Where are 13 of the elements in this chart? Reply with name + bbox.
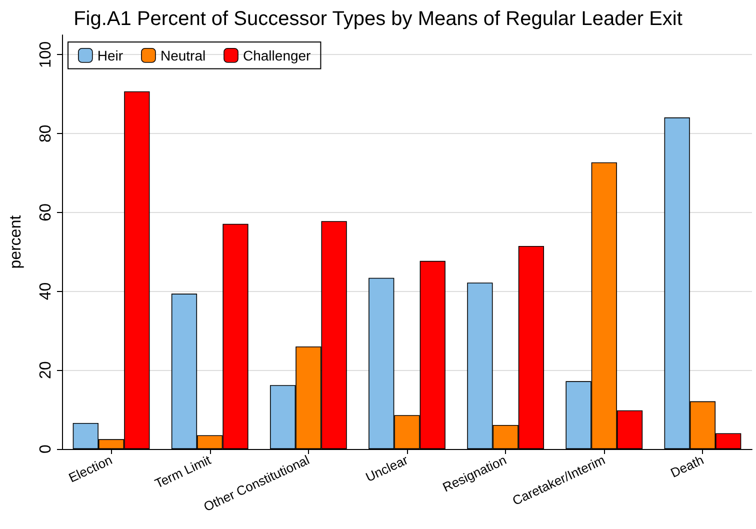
legend-label: Neutral xyxy=(160,47,206,64)
y-axis-title: percent xyxy=(8,214,24,269)
y-tick-label: 0 xyxy=(38,444,54,454)
legend-label: Challenger xyxy=(243,47,312,64)
legend-label: Heir xyxy=(97,47,124,64)
y-tick-label: 80 xyxy=(38,124,54,142)
y-tick-label: 100 xyxy=(38,41,54,68)
y-tick-label: 20 xyxy=(38,361,54,380)
y-tick-label: 60 xyxy=(38,203,54,222)
x-tick-label: Death xyxy=(668,452,706,480)
y-tick-label: 40 xyxy=(38,282,54,300)
chart-title: Fig.A1 Percent of Successor Types by Means of Regular Leader Exit xyxy=(74,8,683,30)
x-tick-label: Term Limit xyxy=(152,452,214,492)
